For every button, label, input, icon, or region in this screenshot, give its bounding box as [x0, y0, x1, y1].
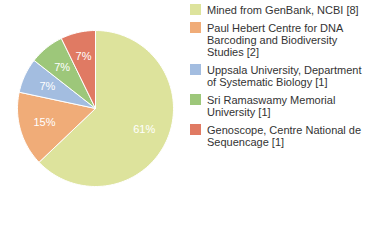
html-text:Genoscope, Centre National de: Genoscope, Centre National de Sequencage… [207, 124, 362, 148]
html-text:Sri Ramaswamy Memorial Univers: Sri Ramaswamy Memorial University [1] [207, 94, 336, 118]
svg-text:7%: 7% [39, 80, 55, 92]
html-text:Uppsala University, Department: Uppsala University, Department of System… [207, 64, 362, 88]
html-text:Mined from GenBank, NCBI [8]: Mined from GenBank, NCBI [8] [207, 4, 359, 16]
html-text:Paul Hebert Centre for DNA Bar: Paul Hebert Centre for DNA Barcoding and… [207, 22, 344, 58]
svg-text:7%: 7% [54, 61, 70, 73]
svg-text:61%: 61% [133, 123, 155, 135]
svg-text:15%: 15% [33, 116, 55, 128]
svg-text:7%: 7% [76, 50, 92, 62]
